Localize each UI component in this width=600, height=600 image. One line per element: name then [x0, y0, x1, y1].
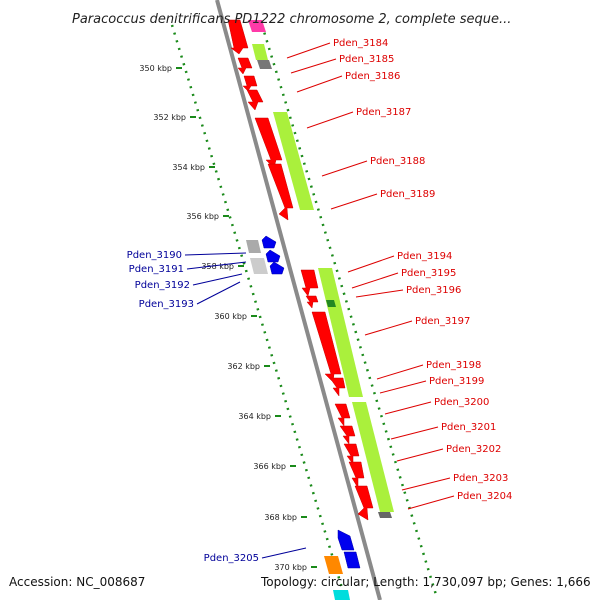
feature-bar — [326, 300, 336, 307]
gene-arrow — [269, 261, 285, 275]
callout-line — [192, 273, 243, 286]
callout-line — [407, 495, 455, 510]
gene-arrow — [343, 551, 361, 569]
callout-line — [379, 380, 427, 394]
callout-line — [384, 401, 432, 415]
feature-track — [248, 20, 394, 518]
feature-bar — [248, 20, 266, 32]
left-dotted-track — [170, 24, 347, 599]
gene-label[interactable]: Pden_3197 — [415, 316, 470, 327]
gene-label[interactable]: Pden_3188 — [370, 156, 425, 167]
gene-label[interactable]: Pden_3204 — [457, 491, 512, 502]
forward-genes — [227, 19, 374, 521]
gene-label[interactable]: Pden_3199 — [429, 376, 484, 387]
callout-line — [364, 320, 413, 336]
gene-label[interactable]: Pden_3195 — [401, 268, 456, 279]
callout-line — [290, 58, 337, 74]
gene-arrow — [354, 485, 374, 521]
callout-line — [321, 160, 368, 177]
gene-arrow — [267, 163, 294, 221]
gene-arrow — [339, 425, 356, 445]
callout-line — [296, 75, 343, 93]
gene-label[interactable]: Pden_3201 — [441, 422, 496, 433]
callout-line — [330, 193, 378, 210]
tick-label: 362 kbp — [227, 362, 260, 371]
callout-line — [355, 289, 404, 298]
callout-line — [376, 364, 424, 380]
gene-arrow — [343, 443, 360, 465]
gene-arrow — [334, 403, 351, 427]
callout-line — [347, 255, 395, 273]
gene-callouts: Pden_3184 Pden_3185 Pden_3186 Pden_3187 Pden… — [127, 38, 513, 564]
gene-label[interactable]: Pden_3191 — [129, 264, 184, 275]
feature-box — [324, 556, 343, 574]
gene-arrow — [337, 529, 355, 551]
feature-bar — [352, 402, 394, 512]
tick-label: 368 kbp — [264, 513, 297, 522]
map-title: Paracoccus denitrificans PD1222 chromoso… — [72, 12, 511, 27]
tick-label: 358 kbp — [201, 262, 234, 271]
callout-line — [390, 426, 439, 440]
callout-line — [286, 42, 331, 59]
feature-box — [246, 240, 261, 253]
gene-label[interactable]: Pden_3190 — [127, 250, 182, 261]
gene-label[interactable]: Pden_3186 — [345, 71, 400, 82]
tick-label: 364 kbp — [238, 412, 271, 421]
callout-line — [306, 111, 354, 129]
tick-label: 360 kbp — [214, 312, 247, 321]
gene-label[interactable]: Pden_3185 — [339, 54, 394, 65]
gene-label[interactable]: Pden_3187 — [356, 107, 411, 118]
gene-arrow — [265, 249, 281, 263]
gene-arrow — [300, 269, 319, 297]
gene-label[interactable]: Pden_3194 — [397, 251, 452, 262]
tick-label: 354 kbp — [172, 163, 205, 172]
gene-arrow — [246, 89, 264, 111]
gene-label[interactable]: Pden_3198 — [426, 360, 481, 371]
gene-arrow — [305, 295, 319, 309]
misc-features — [246, 240, 350, 600]
gene-label[interactable]: Pden_3193 — [139, 299, 194, 310]
callout-line — [184, 252, 247, 256]
reverse-genes — [261, 235, 361, 569]
gene-arrow — [348, 461, 365, 489]
feature-bar — [378, 512, 392, 518]
tick-label: 352 kbp — [153, 113, 186, 122]
callout-line — [401, 477, 451, 491]
feature-box — [333, 590, 350, 600]
topology-text: Topology: circular; Length: 1,730,097 bp… — [260, 575, 591, 589]
callout-line — [261, 547, 307, 559]
callout-line — [186, 261, 247, 270]
gene-arrow — [237, 57, 253, 75]
gene-label[interactable]: Pden_3196 — [406, 285, 461, 296]
gene-label[interactable]: Pden_3205 — [204, 553, 259, 564]
gene-label[interactable]: Pden_3202 — [446, 444, 501, 455]
feature-bar — [273, 112, 314, 210]
gene-arrow — [227, 19, 249, 55]
gene-arrow — [329, 377, 346, 397]
backbone-line — [215, 0, 382, 600]
callout-line — [196, 281, 241, 305]
gene-label[interactable]: Pden_3203 — [453, 473, 508, 484]
gene-label[interactable]: Pden_3200 — [434, 397, 489, 408]
tick-label: 356 kbp — [186, 212, 219, 221]
accession-text: Accession: NC_008687 — [9, 575, 145, 589]
gene-label[interactable]: Pden_3189 — [380, 189, 435, 200]
feature-bar — [252, 44, 268, 60]
gene-label[interactable]: Pden_3184 — [333, 38, 388, 49]
tick-label: 366 kbp — [253, 462, 286, 471]
feature-bar — [257, 60, 272, 69]
callout-line — [351, 272, 399, 289]
kbp-axis: 350 kbp 352 kbp 354 kbp 356 kbp 358 kbp 360 k… — [139, 64, 317, 572]
gene-arrow — [242, 75, 258, 92]
callout-line — [396, 448, 444, 462]
tick-label: 370 kbp — [274, 563, 307, 572]
gene-label[interactable]: Pden_3192 — [135, 280, 190, 291]
feature-box — [250, 258, 268, 274]
tick-label: 350 kbp — [139, 64, 172, 73]
gene-arrow — [261, 235, 277, 249]
